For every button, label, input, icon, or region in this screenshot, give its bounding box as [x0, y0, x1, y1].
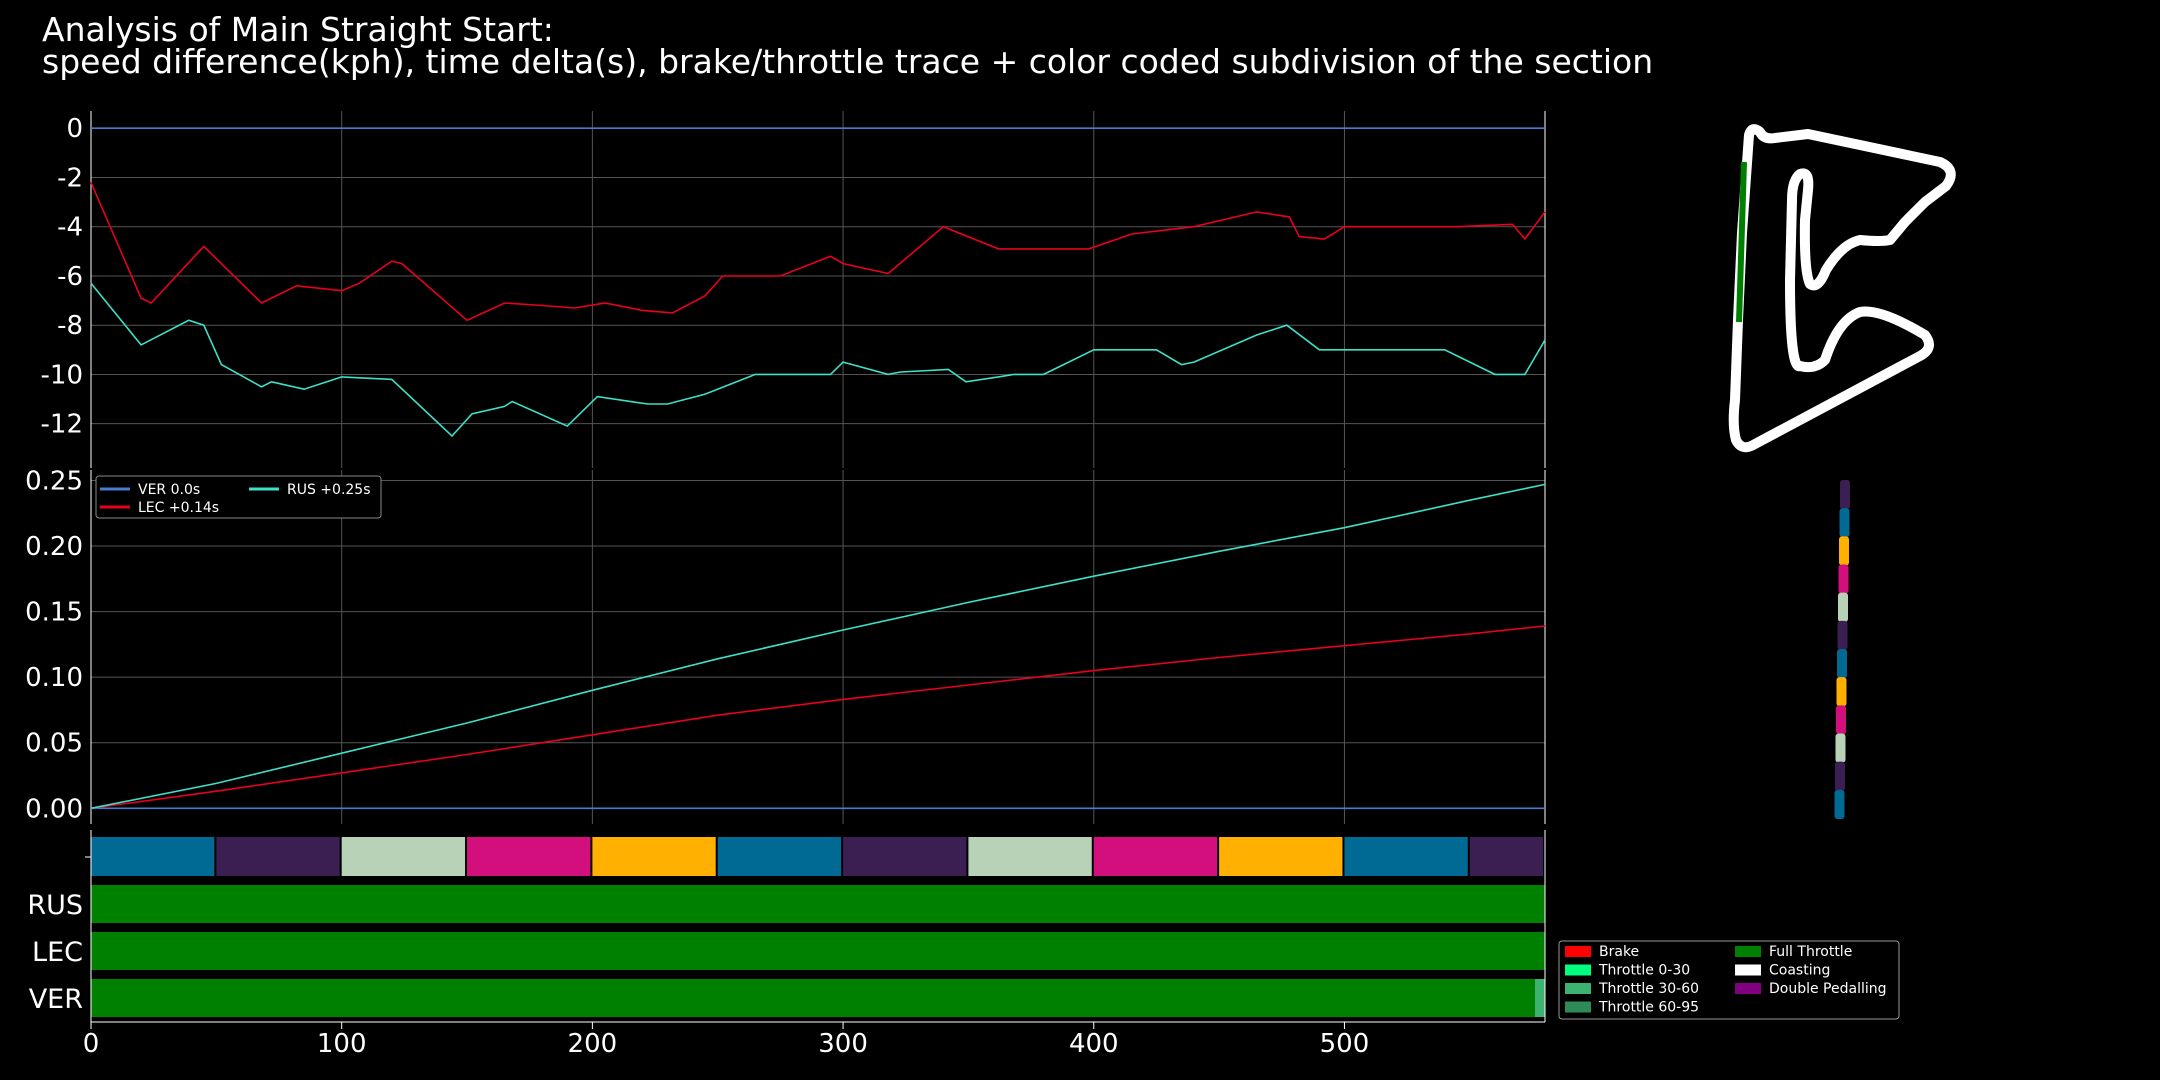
throttle-row-label-ver: VER — [29, 984, 83, 1015]
xtick-label: 500 — [1320, 1029, 1370, 1059]
speed-ytick-label: -4 — [57, 213, 83, 243]
pedal-legend-label: Brake — [1599, 944, 1639, 960]
strip-segment — [1837, 620, 1848, 650]
throttle-row-label-lec: LEC — [32, 937, 83, 968]
chart-title: Analysis of Main Straight Start: speed d… — [42, 10, 1654, 81]
strip-segment — [1835, 733, 1846, 763]
delta-ytick-label: 0.20 — [25, 532, 83, 562]
strip-segment — [1838, 564, 1849, 594]
pedal-legend-box — [1558, 940, 1900, 1020]
strip-segment — [1836, 677, 1847, 707]
pedal-legend-swatch — [1735, 964, 1761, 976]
subdivision-block — [1093, 837, 1218, 876]
strip-segment — [1834, 789, 1845, 819]
throttle-row-label-rus: RUS — [27, 890, 83, 921]
xtick-label: 400 — [1069, 1029, 1119, 1059]
subdivision-block — [592, 837, 716, 876]
strip-segment — [1840, 480, 1850, 510]
subdivision-block — [1219, 837, 1343, 876]
strip-segment — [1839, 536, 1849, 566]
pedal-legend-swatch — [1565, 964, 1591, 976]
subdivision-block — [216, 837, 340, 876]
track-outline — [1728, 124, 1956, 453]
strip-segment — [1836, 705, 1846, 735]
speed-ytick-label: -6 — [57, 262, 83, 292]
speed-ytick-label: -2 — [57, 163, 83, 193]
speed-plot-area — [91, 111, 1545, 468]
delta-ytick-label: 0.15 — [25, 598, 83, 628]
pedal-legend-swatch — [1565, 1001, 1591, 1013]
pedal-legend-swatch — [1735, 946, 1761, 957]
strip-segment — [1837, 649, 1847, 679]
subdivision-block — [1469, 837, 1543, 876]
throttle-segment-lec — [91, 932, 1545, 970]
delta-series-lec — [90, 625, 1546, 810]
subdivision-block — [1344, 837, 1468, 876]
xtick-label: 200 — [568, 1029, 618, 1059]
chart-title-line2: speed difference(kph), time delta(s), br… — [42, 42, 1654, 81]
xtick-label: 0 — [83, 1029, 100, 1059]
strip-segment — [1835, 761, 1845, 791]
subdivision-block — [843, 837, 967, 876]
pedal-legend-swatch — [1565, 983, 1591, 994]
chart-title-line1: Analysis of Main Straight Start: — [42, 10, 554, 49]
delta-ytick-label: 0.10 — [25, 663, 83, 693]
speed-ytick-label: -10 — [41, 360, 83, 390]
speed-ytick-label: 0 — [66, 114, 83, 144]
speed-series-rus — [90, 282, 1546, 438]
subdivision-block — [467, 837, 591, 876]
subdivision-block — [717, 837, 842, 876]
pedal-legend: Brake Throttle 0-30 Throttle 30-60 Throttle… — [1558, 940, 1900, 1020]
pedal-legend-swatch — [1735, 983, 1761, 994]
speed-ytick-label: -8 — [57, 311, 83, 341]
speed-ytick-label: -12 — [41, 410, 83, 440]
pedal-legend-swatch — [1565, 946, 1591, 957]
subdivision-block — [341, 837, 466, 876]
delta-ytick-label: 0.00 — [25, 794, 83, 824]
pedal-legend-label: Throttle 60-95 — [1598, 1000, 1699, 1016]
delta-ytick-label: 0.25 — [25, 466, 83, 496]
delta-legend-box — [95, 475, 382, 519]
pedal-legend-label: Double Pedalling — [1769, 981, 1887, 997]
xtick-label: 300 — [818, 1029, 868, 1059]
track-map — [1728, 124, 1956, 453]
speed-difference-panel: 0 -2 -4 -6 -8 -10 -12 — [41, 111, 1546, 468]
delta-series-rus — [90, 483, 1546, 810]
xtick-label: 100 — [317, 1029, 367, 1059]
pedal-legend-label: Full Throttle — [1769, 944, 1852, 960]
legend-label-ver: VER 0.0s — [138, 482, 200, 498]
pedal-legend-label: Coasting — [1769, 963, 1830, 979]
pedal-legend-label: Throttle 30-60 — [1598, 981, 1699, 997]
legend-label-rus: RUS +0.25s — [287, 482, 371, 498]
time-delta-panel: 0.00 0.05 0.10 0.15 0.20 0.25 VER 0.0s LEC +0.1… — [25, 466, 1546, 824]
delta-legend: VER 0.0s LEC +0.14s RUS +0.25s — [95, 475, 382, 519]
delta-ytick-label: 0.05 — [25, 729, 83, 759]
throttle-segment-ver — [91, 979, 1535, 1017]
throttle-segment-rus — [91, 885, 1545, 923]
subdivision-block — [968, 837, 1092, 876]
strip-segment — [1839, 508, 1850, 538]
speed-series-lec — [90, 182, 1546, 322]
strip-segment — [1838, 592, 1848, 622]
throttle-segment-ver — [1534, 979, 1545, 1017]
track-section-highlight — [1736, 161, 1747, 323]
subdivision-strip — [1834, 480, 1850, 819]
subdivision-block — [91, 837, 215, 876]
legend-label-lec: LEC +0.14s — [138, 500, 219, 516]
delta-plot-area — [91, 470, 1545, 824]
pedal-legend-label: Throttle 0-30 — [1598, 963, 1690, 979]
